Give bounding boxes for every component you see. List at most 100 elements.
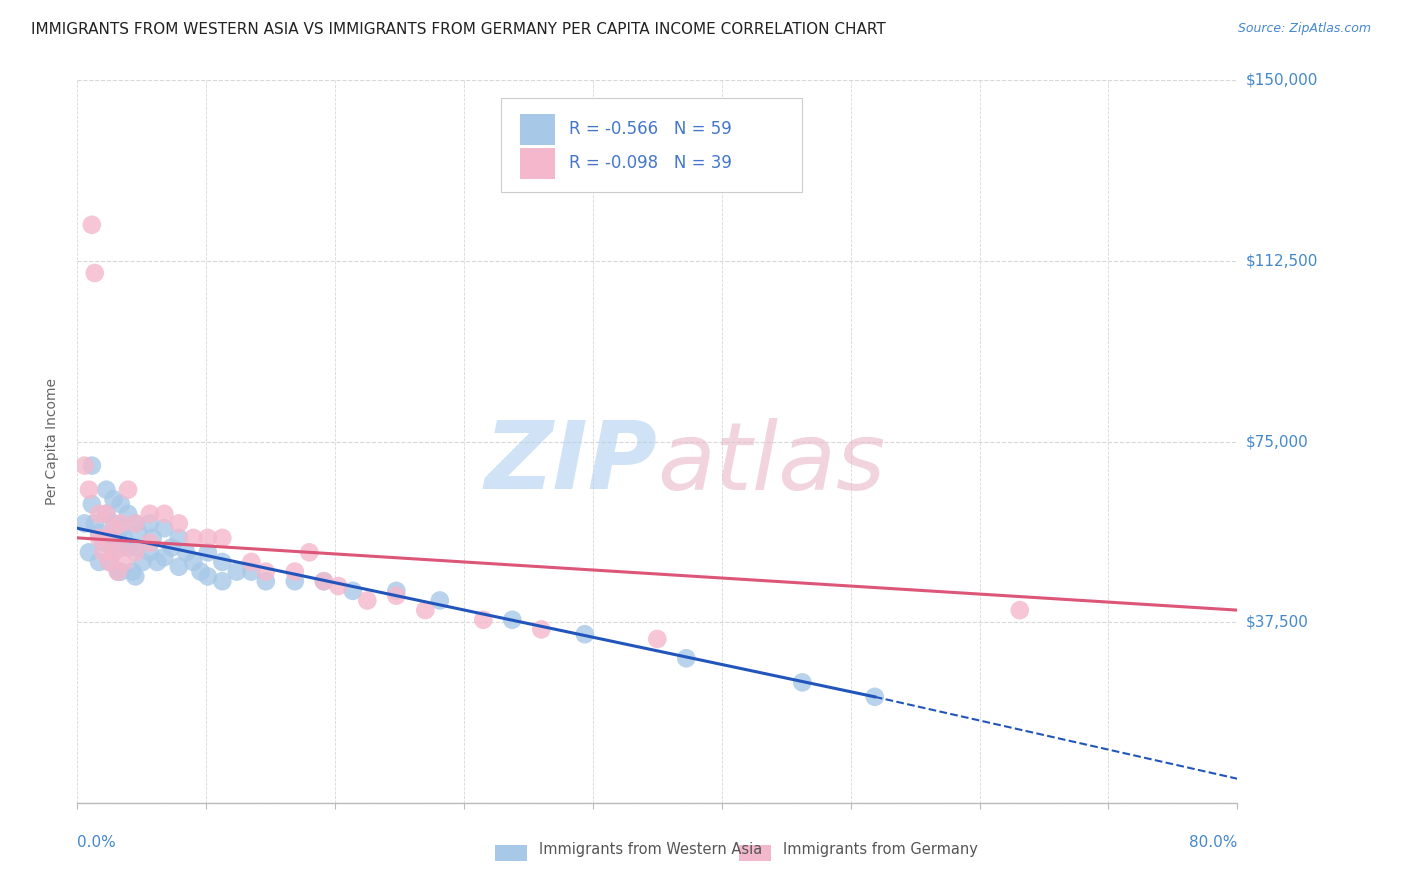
Point bbox=[167, 531, 190, 545]
Point bbox=[183, 531, 205, 545]
Point bbox=[127, 526, 149, 541]
Point bbox=[124, 541, 146, 555]
Point bbox=[80, 218, 103, 232]
Point bbox=[117, 483, 139, 497]
Text: $37,500: $37,500 bbox=[1246, 615, 1309, 630]
Point bbox=[139, 507, 162, 521]
Point bbox=[110, 541, 132, 555]
Point bbox=[197, 545, 219, 559]
Point bbox=[83, 516, 105, 531]
Point bbox=[501, 613, 523, 627]
Point bbox=[103, 521, 125, 535]
Point bbox=[73, 516, 96, 531]
Point bbox=[80, 458, 103, 473]
Text: 80.0%: 80.0% bbox=[1189, 835, 1237, 850]
Point bbox=[112, 531, 135, 545]
Point bbox=[87, 507, 110, 521]
Text: IMMIGRANTS FROM WESTERN ASIA VS IMMIGRANTS FROM GERMANY PER CAPITA INCOME CORREL: IMMIGRANTS FROM WESTERN ASIA VS IMMIGRAN… bbox=[31, 22, 886, 37]
Point bbox=[298, 545, 321, 559]
Point bbox=[77, 483, 100, 497]
Point bbox=[160, 541, 183, 555]
Bar bbox=[495, 845, 527, 861]
Point bbox=[254, 574, 277, 589]
Point bbox=[413, 603, 436, 617]
Point bbox=[385, 589, 408, 603]
Point bbox=[472, 613, 495, 627]
Y-axis label: Per Capita Income: Per Capita Income bbox=[45, 378, 59, 505]
Point bbox=[139, 516, 162, 531]
Point bbox=[124, 569, 146, 583]
Point bbox=[87, 531, 110, 545]
Bar bbox=[738, 845, 770, 861]
Point bbox=[146, 555, 169, 569]
Point bbox=[647, 632, 669, 646]
Point bbox=[87, 555, 110, 569]
Point bbox=[98, 555, 121, 569]
Point bbox=[530, 623, 553, 637]
Point bbox=[574, 627, 596, 641]
Point bbox=[96, 507, 118, 521]
Point bbox=[167, 516, 190, 531]
Point bbox=[124, 516, 146, 531]
Point bbox=[863, 690, 886, 704]
Point bbox=[312, 574, 335, 589]
Point bbox=[103, 516, 125, 531]
Point bbox=[190, 565, 212, 579]
Point bbox=[211, 574, 233, 589]
Point bbox=[121, 565, 143, 579]
Point bbox=[96, 483, 118, 497]
Point bbox=[153, 507, 176, 521]
Bar bbox=[520, 148, 555, 178]
Point bbox=[211, 531, 233, 545]
Text: $112,500: $112,500 bbox=[1246, 253, 1317, 268]
Point bbox=[124, 516, 146, 531]
Point bbox=[124, 545, 146, 559]
Point bbox=[153, 521, 176, 535]
Point bbox=[197, 569, 219, 583]
Point bbox=[1008, 603, 1031, 617]
Text: atlas: atlas bbox=[658, 417, 886, 508]
Point bbox=[112, 555, 135, 569]
Point bbox=[103, 545, 125, 559]
Point bbox=[328, 579, 350, 593]
Point bbox=[96, 531, 118, 545]
Point bbox=[342, 583, 364, 598]
Text: Source: ZipAtlas.com: Source: ZipAtlas.com bbox=[1237, 22, 1371, 36]
Point bbox=[83, 266, 105, 280]
Point bbox=[110, 541, 132, 555]
Point bbox=[225, 565, 247, 579]
Point bbox=[240, 565, 263, 579]
Text: R = -0.566   N = 59: R = -0.566 N = 59 bbox=[569, 120, 733, 138]
Point bbox=[429, 593, 451, 607]
Point bbox=[284, 565, 307, 579]
Point bbox=[284, 574, 307, 589]
FancyBboxPatch shape bbox=[501, 98, 803, 193]
Text: ZIP: ZIP bbox=[485, 417, 658, 509]
Point bbox=[98, 555, 121, 569]
Text: 0.0%: 0.0% bbox=[77, 835, 117, 850]
Point bbox=[103, 545, 125, 559]
Point bbox=[167, 559, 190, 574]
Point bbox=[103, 492, 125, 507]
Bar bbox=[520, 114, 555, 145]
Point bbox=[110, 516, 132, 531]
Point bbox=[174, 545, 197, 559]
Point bbox=[73, 458, 96, 473]
Point bbox=[107, 531, 129, 545]
Point bbox=[211, 555, 233, 569]
Point bbox=[153, 550, 176, 565]
Point bbox=[197, 531, 219, 545]
Point bbox=[80, 497, 103, 511]
Text: Immigrants from Western Asia: Immigrants from Western Asia bbox=[538, 841, 762, 856]
Point bbox=[675, 651, 697, 665]
Point bbox=[93, 535, 115, 549]
Point bbox=[96, 507, 118, 521]
Text: $150,000: $150,000 bbox=[1246, 73, 1317, 87]
Point bbox=[107, 565, 129, 579]
Point bbox=[87, 526, 110, 541]
Point bbox=[110, 565, 132, 579]
Point bbox=[183, 555, 205, 569]
Point bbox=[792, 675, 814, 690]
Point bbox=[107, 565, 129, 579]
Point bbox=[356, 593, 378, 607]
